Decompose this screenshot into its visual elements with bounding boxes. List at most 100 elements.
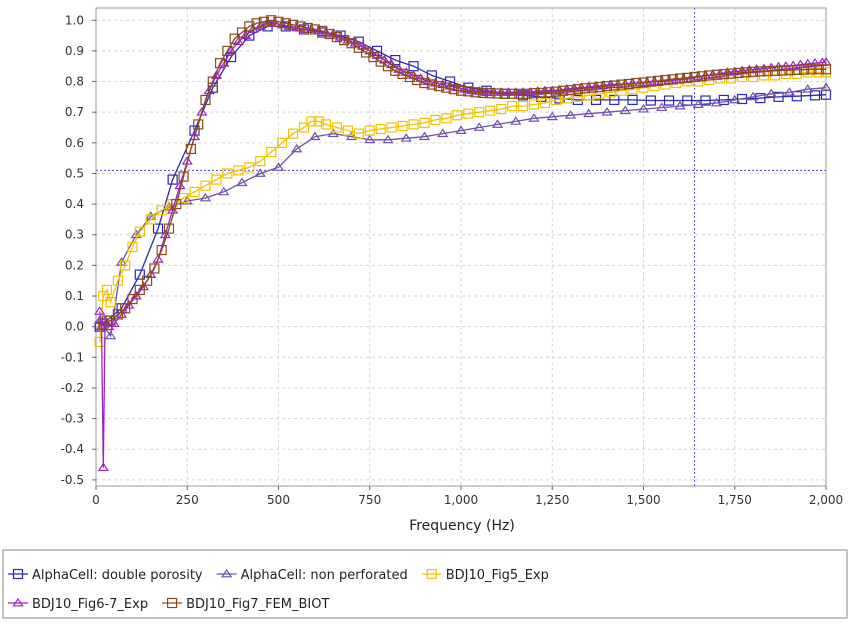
data-point bbox=[539, 97, 551, 109]
data-point bbox=[627, 94, 638, 106]
data-point bbox=[185, 143, 196, 155]
data-point bbox=[207, 76, 218, 87]
x-axis-title: Frequency (Hz) bbox=[409, 518, 515, 534]
data-point bbox=[794, 59, 807, 69]
y-tick-label: -0.5 bbox=[61, 473, 84, 487]
data-point bbox=[579, 83, 591, 94]
data-point bbox=[193, 119, 204, 130]
data-point bbox=[145, 214, 156, 225]
data-point bbox=[806, 64, 817, 75]
data-point bbox=[152, 254, 164, 263]
data-point bbox=[334, 31, 347, 41]
data-point bbox=[623, 78, 635, 90]
x-tick-label: 500 bbox=[267, 493, 290, 507]
data-point bbox=[288, 128, 299, 139]
data-point bbox=[777, 65, 788, 76]
x-tick-label: 2,000 bbox=[809, 493, 843, 507]
data-point bbox=[499, 88, 510, 99]
data-point bbox=[783, 87, 796, 96]
data-point bbox=[609, 94, 620, 106]
data-point bbox=[473, 122, 485, 131]
data-point bbox=[142, 275, 153, 286]
data-point bbox=[546, 111, 558, 121]
legend-label: BDJ10_Fig7_FEM_BIOT bbox=[186, 597, 329, 612]
data-point bbox=[707, 69, 719, 79]
data-point bbox=[667, 74, 678, 85]
data-point bbox=[564, 110, 577, 119]
legend-marker bbox=[426, 568, 437, 580]
data-point bbox=[390, 54, 401, 66]
data-point bbox=[104, 330, 117, 340]
data-point bbox=[583, 81, 595, 91]
data-point bbox=[378, 54, 390, 64]
data-point bbox=[112, 275, 124, 286]
x-tick-label: 1,250 bbox=[535, 493, 569, 507]
data-point bbox=[280, 18, 291, 29]
data-point bbox=[696, 71, 708, 82]
data-point bbox=[288, 19, 299, 30]
data-point bbox=[145, 269, 157, 279]
data-point bbox=[437, 128, 449, 138]
data-point bbox=[597, 80, 609, 89]
data-point bbox=[98, 318, 109, 329]
data-point bbox=[149, 263, 160, 274]
legend-marker bbox=[166, 597, 178, 609]
legend-marker bbox=[221, 568, 233, 578]
data-point bbox=[802, 67, 813, 78]
data-point bbox=[550, 86, 562, 97]
data-point bbox=[452, 110, 463, 121]
data-point bbox=[612, 79, 624, 89]
data-point bbox=[178, 171, 189, 182]
data-point bbox=[251, 18, 262, 29]
data-point bbox=[729, 94, 741, 104]
data-point bbox=[375, 123, 386, 135]
data-point bbox=[167, 174, 178, 185]
data-point bbox=[342, 125, 353, 136]
data-point bbox=[97, 462, 109, 472]
data-point bbox=[729, 66, 741, 76]
data-point bbox=[229, 33, 240, 44]
data-point bbox=[327, 28, 339, 38]
data-point bbox=[455, 125, 467, 134]
data-point bbox=[397, 68, 408, 79]
data-point bbox=[492, 88, 503, 99]
data-point bbox=[718, 69, 729, 80]
data-point bbox=[163, 223, 175, 234]
series-5 bbox=[98, 15, 832, 329]
data-point bbox=[225, 51, 237, 63]
data-point bbox=[663, 95, 675, 106]
data-point bbox=[218, 186, 230, 196]
data-point bbox=[743, 64, 755, 74]
data-point bbox=[130, 290, 142, 300]
data-point bbox=[295, 21, 306, 32]
data-point bbox=[510, 116, 522, 125]
data-point bbox=[575, 82, 588, 92]
data-point bbox=[496, 104, 507, 115]
data-point bbox=[718, 94, 729, 106]
data-point bbox=[127, 241, 138, 253]
data-point bbox=[638, 77, 649, 88]
data-point bbox=[371, 50, 383, 59]
data-point bbox=[94, 306, 106, 315]
data-point bbox=[266, 146, 277, 158]
data-point bbox=[448, 84, 459, 95]
data-point bbox=[809, 90, 821, 101]
data-point bbox=[710, 97, 723, 107]
data-point bbox=[553, 84, 566, 94]
data-point bbox=[721, 67, 734, 76]
data-point bbox=[700, 95, 711, 106]
data-point bbox=[200, 180, 211, 191]
data-point bbox=[466, 85, 478, 95]
data-point bbox=[255, 156, 266, 167]
data-point bbox=[561, 93, 572, 104]
data-point bbox=[645, 95, 656, 106]
data-point bbox=[364, 45, 376, 55]
y-tick-label: -0.1 bbox=[61, 350, 84, 364]
x-tick-label: 0 bbox=[92, 493, 100, 507]
data-point bbox=[762, 66, 773, 77]
data-point bbox=[463, 86, 474, 97]
y-tick-label: -0.4 bbox=[61, 442, 84, 456]
data-point bbox=[565, 85, 576, 96]
